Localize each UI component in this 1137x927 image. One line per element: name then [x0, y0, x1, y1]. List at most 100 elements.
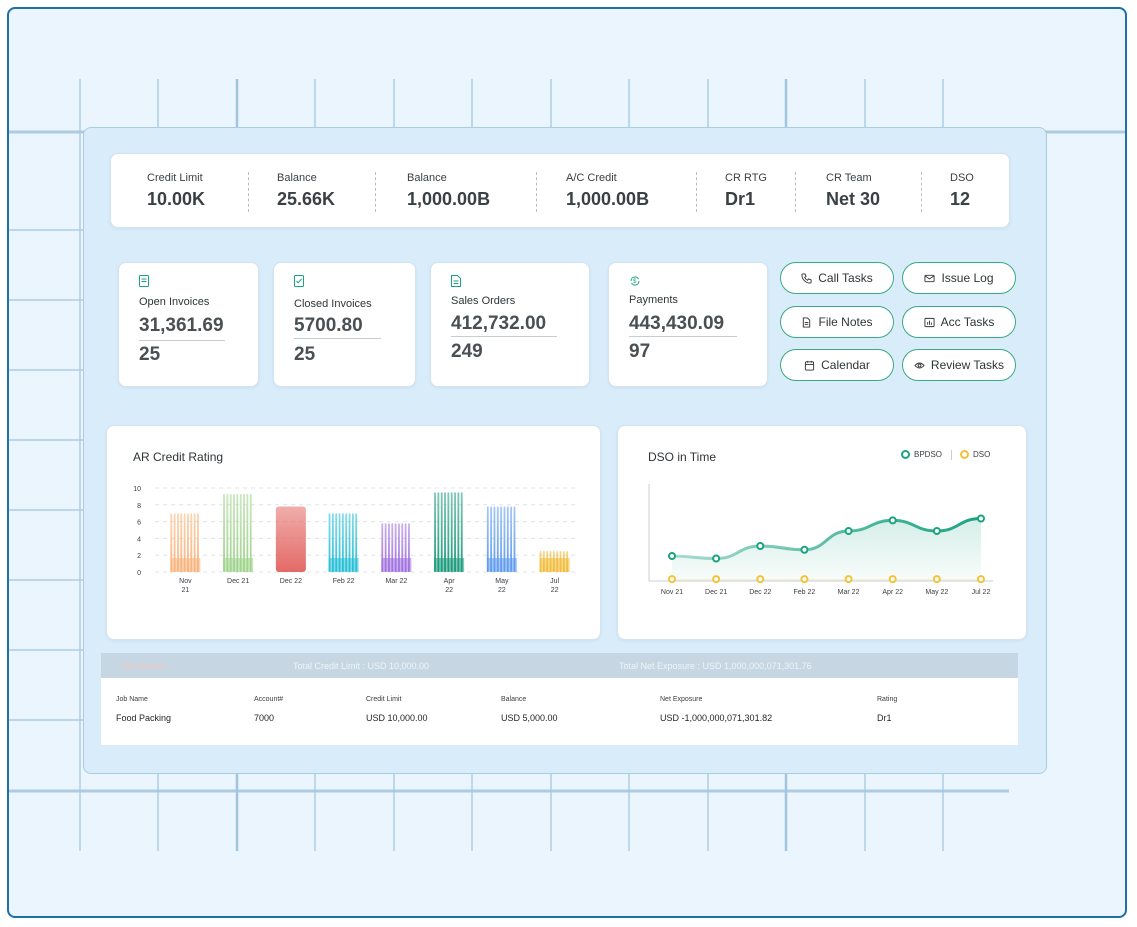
column-header: Rating [877, 696, 898, 703]
cell-net-exposure: USD -1,000,000,071,301.82 [660, 713, 773, 723]
legend-dso: DSO [960, 450, 990, 459]
button-label: Calendar [821, 358, 870, 372]
mail-icon [924, 274, 936, 282]
metric-count: 25 [294, 344, 316, 365]
metric-count: 97 [629, 341, 651, 362]
divider [795, 172, 796, 212]
divider [294, 338, 381, 339]
job-details-table: Job Details Total Credit Limit : USD 10,… [101, 653, 1018, 745]
x-tick-label: Dec 21 [705, 589, 727, 596]
total-credit-limit: Total Credit Limit : USD 10,000.00 [293, 661, 430, 671]
legend-label: DSO [973, 450, 991, 459]
x-tick-label: Dec 22 [749, 589, 771, 596]
data-point [977, 575, 985, 584]
x-tick-label: Dec 21 [227, 578, 249, 585]
metric-value: 443,430.09 [629, 313, 725, 334]
bar [170, 513, 201, 572]
cell-job-name: Food Packing [116, 713, 172, 723]
summary-value: 12 [950, 189, 971, 209]
closed-invoice-icon [294, 275, 304, 287]
summary-balance-2: Balance 1,000.00B [407, 172, 490, 210]
divider [921, 172, 922, 212]
summary-balance: Balance 25.66K [277, 172, 335, 210]
divider [451, 336, 557, 337]
x-tick-label: 21 [181, 587, 189, 594]
series-area [672, 518, 981, 581]
file-notes-button[interactable]: File Notes [780, 306, 894, 338]
x-tick-label: Mar 22 [838, 589, 860, 596]
x-tick-label: Feb 22 [794, 589, 816, 596]
column-header: Credit Limit [366, 696, 402, 703]
summary-label: CR RTG [725, 172, 767, 184]
summary-value: Net 30 [826, 189, 881, 209]
eye-icon [914, 362, 925, 368]
data-point [844, 527, 853, 535]
metric-open-invoices[interactable]: Open Invoices 31,361.69 25 [118, 262, 259, 387]
x-tick-label: Nov 21 [661, 589, 683, 596]
x-tick-label: Dec 22 [280, 578, 302, 585]
column-header: Job Name [116, 696, 148, 703]
column-header: Account# [254, 696, 284, 703]
y-tick-label: 2 [137, 553, 141, 560]
total-net-exposure: Total Net Exposure : USD 1,000,000,071,3… [619, 661, 812, 671]
legend-marker [901, 450, 910, 459]
issue-log-button[interactable]: Issue Log [902, 262, 1016, 294]
column-header: Balance [501, 696, 527, 703]
x-tick-label: May [495, 578, 509, 585]
cell-account: 7000 [254, 713, 275, 723]
metric-sales-orders[interactable]: Sales Orders 412,732.00 249 [430, 262, 590, 387]
summary-cr-team: CR Team Net 30 [826, 172, 880, 210]
account-summary-bar: Credit Limit 10.00K Balance 25.66K Balan… [110, 153, 1010, 228]
y-tick-label: 6 [137, 520, 141, 527]
x-tick-label: 22 [551, 587, 559, 594]
data-point [800, 545, 809, 554]
divider [375, 172, 376, 212]
data-point [932, 575, 941, 584]
summary-value: Dr1 [725, 189, 756, 209]
x-tick-label: Mar 22 [385, 578, 407, 585]
document-icon [451, 275, 461, 287]
bar [328, 513, 359, 572]
metric-label: Sales Orders [451, 295, 516, 307]
series-line [671, 517, 982, 561]
summary-label: DSO [950, 172, 974, 184]
call-tasks-button[interactable]: Call Tasks [780, 262, 894, 294]
data-point [932, 527, 941, 535]
x-tick-label: Jul 22 [972, 589, 991, 596]
data-point [756, 575, 765, 584]
metric-label: Payments [629, 294, 678, 306]
bar [275, 506, 306, 572]
bar [486, 506, 517, 572]
phone-icon [801, 272, 812, 284]
y-tick-label: 4 [137, 536, 141, 543]
metric-count: 249 [451, 341, 483, 362]
calendar-icon [805, 360, 815, 371]
legend-divider [951, 450, 952, 460]
x-tick-label: Apr [444, 578, 456, 585]
metric-payments[interactable]: $ Payments 443,430.09 97 [608, 262, 768, 387]
review-tasks-button[interactable]: Review Tasks [902, 349, 1016, 381]
metric-closed-invoices[interactable]: Closed Invoices 5700.80 25 [273, 262, 416, 387]
table-header-label: Job Details [121, 661, 166, 671]
ar-credit-rating-card: AR Credit Rating 0 2 4 6 8 10 Nov 21 Dec 21 Dec 2… [106, 425, 601, 640]
data-point [756, 542, 765, 550]
chart-title: DSO in Time [648, 450, 717, 464]
button-label: Review Tasks [930, 358, 1005, 372]
data-point [888, 575, 897, 584]
summary-label: A/C Credit [566, 172, 617, 184]
summary-value: 10.00K [147, 189, 206, 209]
dso-in-time-chart: Nov 21 Dec 21 Dec 22 Feb 22 Mar 22 Apr 22 May … [648, 484, 993, 596]
cell-rating: Dr1 [877, 713, 892, 723]
bar [539, 551, 570, 572]
x-tick-label: Feb 22 [333, 578, 355, 585]
divider [629, 336, 737, 337]
summary-label: Credit Limit [147, 172, 203, 184]
summary-dso: DSO 12 [950, 172, 974, 210]
calendar-button[interactable]: Calendar [780, 349, 894, 381]
data-point [888, 516, 897, 525]
acc-tasks-button[interactable]: Acc Tasks [902, 306, 1016, 338]
metric-label: Open Invoices [139, 296, 210, 308]
y-tick-label: 10 [133, 486, 141, 493]
legend-marker [960, 450, 969, 459]
button-label: Call Tasks [818, 271, 873, 285]
